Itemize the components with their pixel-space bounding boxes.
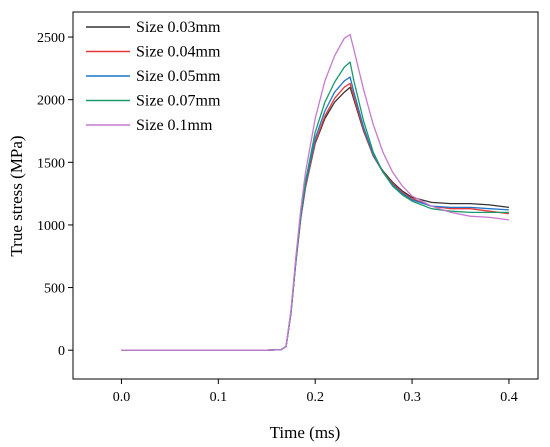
legend-label-5: Size 0.1mm [136,117,213,134]
legend-label-2: Size 0.04mm [136,44,221,61]
x-tick-label: 0.1 [210,390,228,405]
x-axis-ticks: 0.0 0.1 0.2 0.3 0.4 [113,379,518,405]
x-tick-label: 0.2 [306,390,324,405]
legend-label-3: Size 0.05mm [136,68,221,85]
plot-frame [72,11,539,380]
y-tick-label: 0 [58,344,65,359]
series-lines [121,33,509,351]
y-tick-label: 2500 [37,31,65,46]
legend-label-4: Size 0.07mm [136,93,221,110]
y-tick-label: 500 [44,282,65,297]
x-axis-title: Time (ms) [270,423,341,442]
y-tick-label: 1000 [37,219,65,234]
legend: Size 0.03mm Size 0.04mm Size 0.05mm Size 0.… [86,19,221,134]
y-axis-title: True stress (MPa) [7,135,26,256]
y-tick-label: 1500 [37,156,65,171]
x-tick-label: 0.3 [403,390,421,405]
x-tick-label: 0.0 [113,390,131,405]
y-axis-ticks: 0 500 1000 1500 2000 2500 [37,31,73,359]
y-tick-label: 2000 [37,94,65,109]
x-tick-label: 0.4 [500,390,518,405]
legend-label-1: Size 0.03mm [136,19,221,36]
series-line-5 [121,33,509,351]
